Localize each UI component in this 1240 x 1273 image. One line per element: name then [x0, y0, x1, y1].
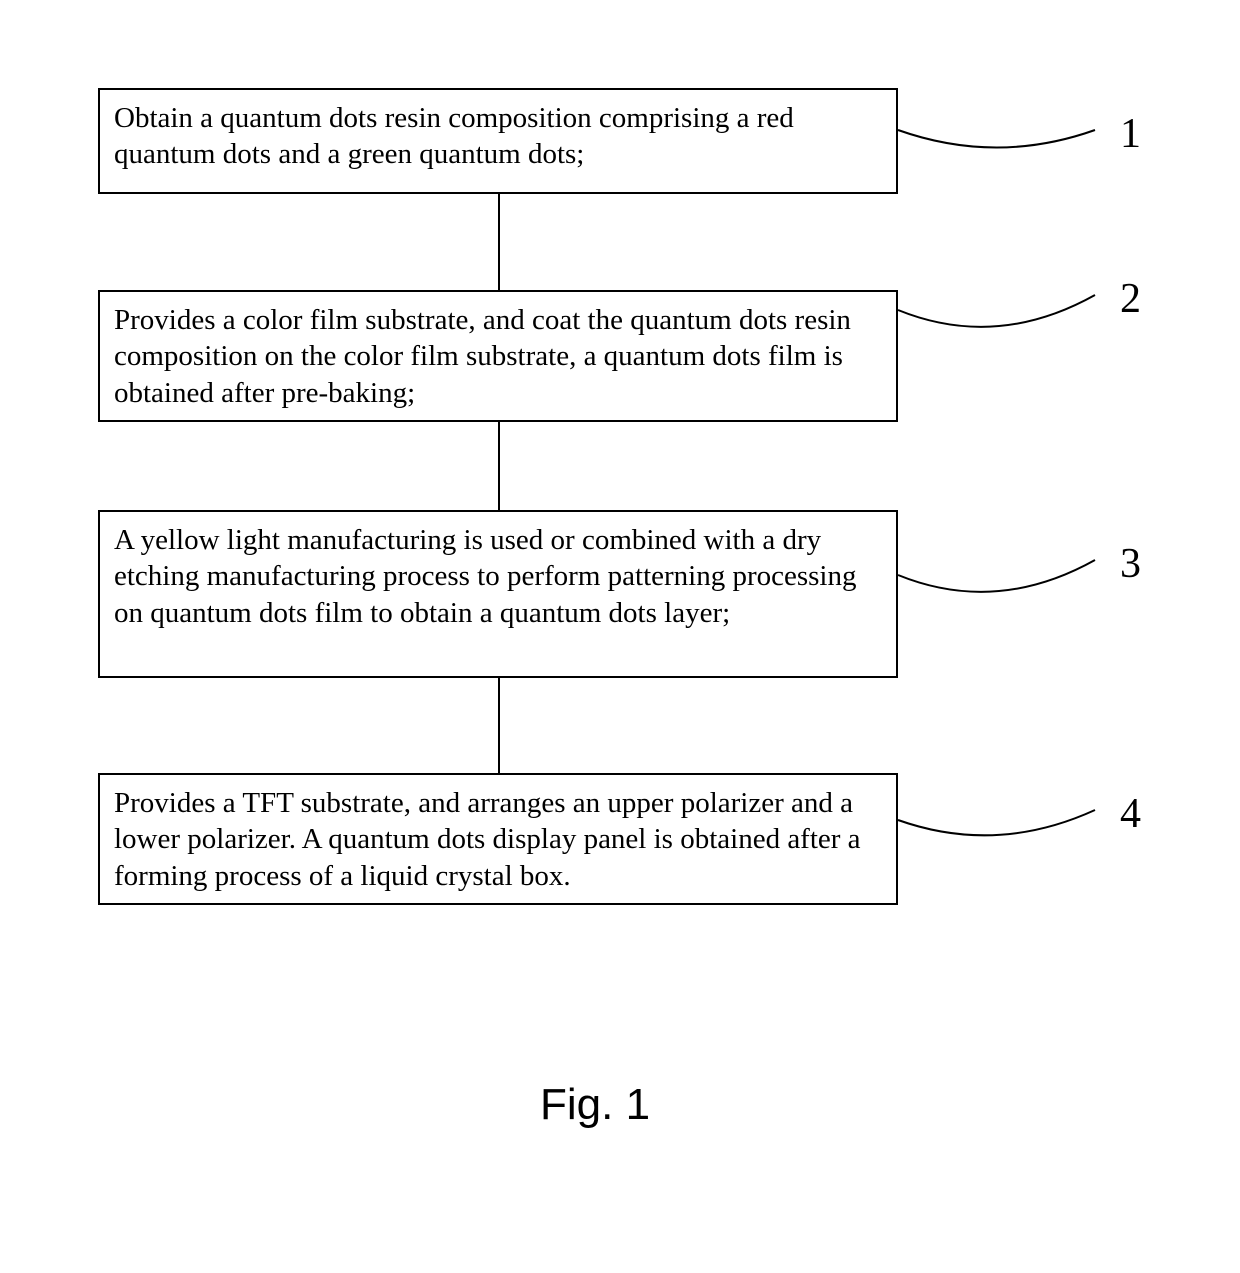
step-2-box: Provides a color film substrate, and coa…	[98, 290, 898, 422]
connector-1-2	[498, 194, 500, 290]
leader-line-1	[893, 90, 1100, 170]
connector-2-3	[498, 422, 500, 510]
figure-caption: Fig. 1	[540, 1080, 650, 1130]
step-label-4: 4	[1120, 790, 1141, 838]
step-1-box: Obtain a quantum dots resin composition …	[98, 88, 898, 194]
step-label-2: 2	[1120, 275, 1141, 323]
step-3-text: A yellow light manufacturing is used or …	[114, 524, 857, 629]
leader-line-4	[893, 770, 1100, 860]
step-1-text: Obtain a quantum dots resin composition …	[114, 102, 794, 170]
step-label-1: 1	[1120, 110, 1141, 158]
leader-line-3	[893, 515, 1100, 620]
leader-line-2	[893, 250, 1100, 355]
step-3-box: A yellow light manufacturing is used or …	[98, 510, 898, 678]
connector-3-4	[498, 678, 500, 773]
step-4-box: Provides a TFT substrate, and arranges a…	[98, 773, 898, 905]
flowchart-canvas: Obtain a quantum dots resin composition …	[0, 0, 1240, 1273]
step-2-text: Provides a color film substrate, and coa…	[114, 304, 851, 409]
step-4-text: Provides a TFT substrate, and arranges a…	[114, 787, 861, 892]
step-label-3: 3	[1120, 540, 1141, 588]
